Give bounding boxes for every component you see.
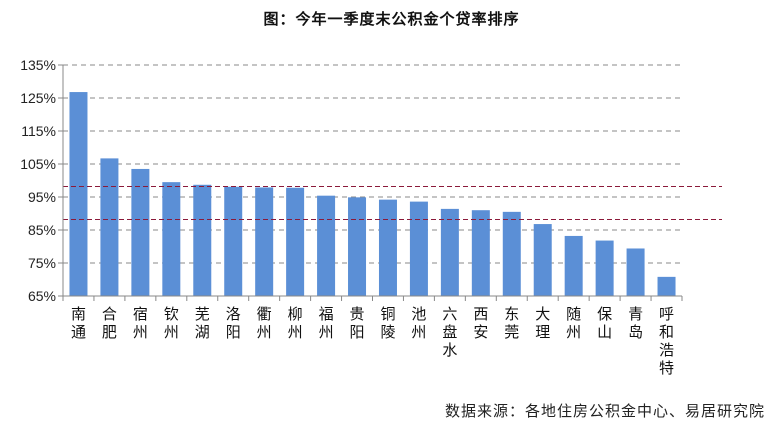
bar [564,235,583,296]
y-tick-label: 125% [20,90,56,106]
bar [348,197,367,296]
bar [378,199,397,296]
bar [502,211,521,296]
x-category-label: 六 [442,305,457,323]
x-category-label: 安 [473,323,488,341]
x-category-label: 陵 [380,323,395,341]
x-category-label: 衢 [257,305,272,323]
x-category-label: 特 [659,359,674,377]
x-category-label: 州 [164,323,179,341]
y-tick-label: 135% [20,57,56,73]
x-category-label: 莞 [504,323,519,341]
x-category-label: 呼 [659,305,674,323]
x-category-label: 阳 [350,323,365,341]
x-category-label: 州 [288,323,303,341]
x-category-label: 水 [442,341,457,359]
bar [595,240,614,296]
data-source-note: 数据来源：各地住房公积金中心、易居研究院 [444,402,765,420]
chart-title: 图：今年一季度末公积金个贷率排序 [263,10,520,28]
bar [317,195,336,296]
x-category-label: 山 [597,323,612,341]
bar [131,168,150,296]
x-category-label: 南 [71,305,86,323]
bar [286,187,305,296]
x-category-label: 福 [319,305,334,323]
x-category-label: 州 [133,323,148,341]
x-category-label: 通 [71,323,86,341]
bar [100,158,119,296]
bar [533,224,552,296]
bar [471,210,490,296]
x-category-label: 宿 [133,305,148,323]
x-category-label: 池 [411,305,426,323]
x-category-label: 肥 [102,323,117,341]
x-category-label: 州 [566,323,581,341]
bar [626,248,645,296]
x-category-label: 铜 [380,305,395,323]
bar [657,276,676,296]
x-category-label: 保 [597,305,612,323]
x-category-label: 州 [257,323,272,341]
x-category-label: 钦 [164,305,179,323]
bar [69,92,88,296]
x-category-label: 随 [566,305,581,323]
x-category-label: 贵 [350,305,365,323]
y-tick-label: 105% [20,156,56,172]
x-category-label: 合 [102,305,117,323]
x-category-label: 盘 [442,323,457,341]
bar [193,184,212,296]
x-category-label: 和 [659,323,674,341]
bar [162,182,181,296]
x-category-label: 州 [411,323,426,341]
y-tick-label: 115% [21,123,56,139]
x-category-label: 浩 [659,341,674,359]
x-category-label: 理 [535,323,550,341]
x-category-label: 阳 [226,323,241,341]
x-category-label: 青 [628,305,643,323]
x-category-label: 洛 [226,305,241,323]
x-category-label: 西 [473,305,488,323]
x-category-label: 柳 [288,305,303,323]
x-category-label: 东 [504,305,519,323]
y-tick-label: 75% [28,255,56,271]
y-tick-label: 65% [28,288,56,304]
x-category-label: 大 [535,305,550,323]
x-category-label: 芜 [195,305,210,323]
bar [440,208,459,296]
y-tick-label: 85% [28,222,56,238]
bar [224,186,243,296]
x-category-label: 岛 [628,323,643,341]
x-category-label: 湖 [195,323,210,341]
x-category-label: 州 [319,323,334,341]
y-tick-label: 95% [28,189,56,205]
bar [255,187,274,296]
bar [409,201,428,296]
